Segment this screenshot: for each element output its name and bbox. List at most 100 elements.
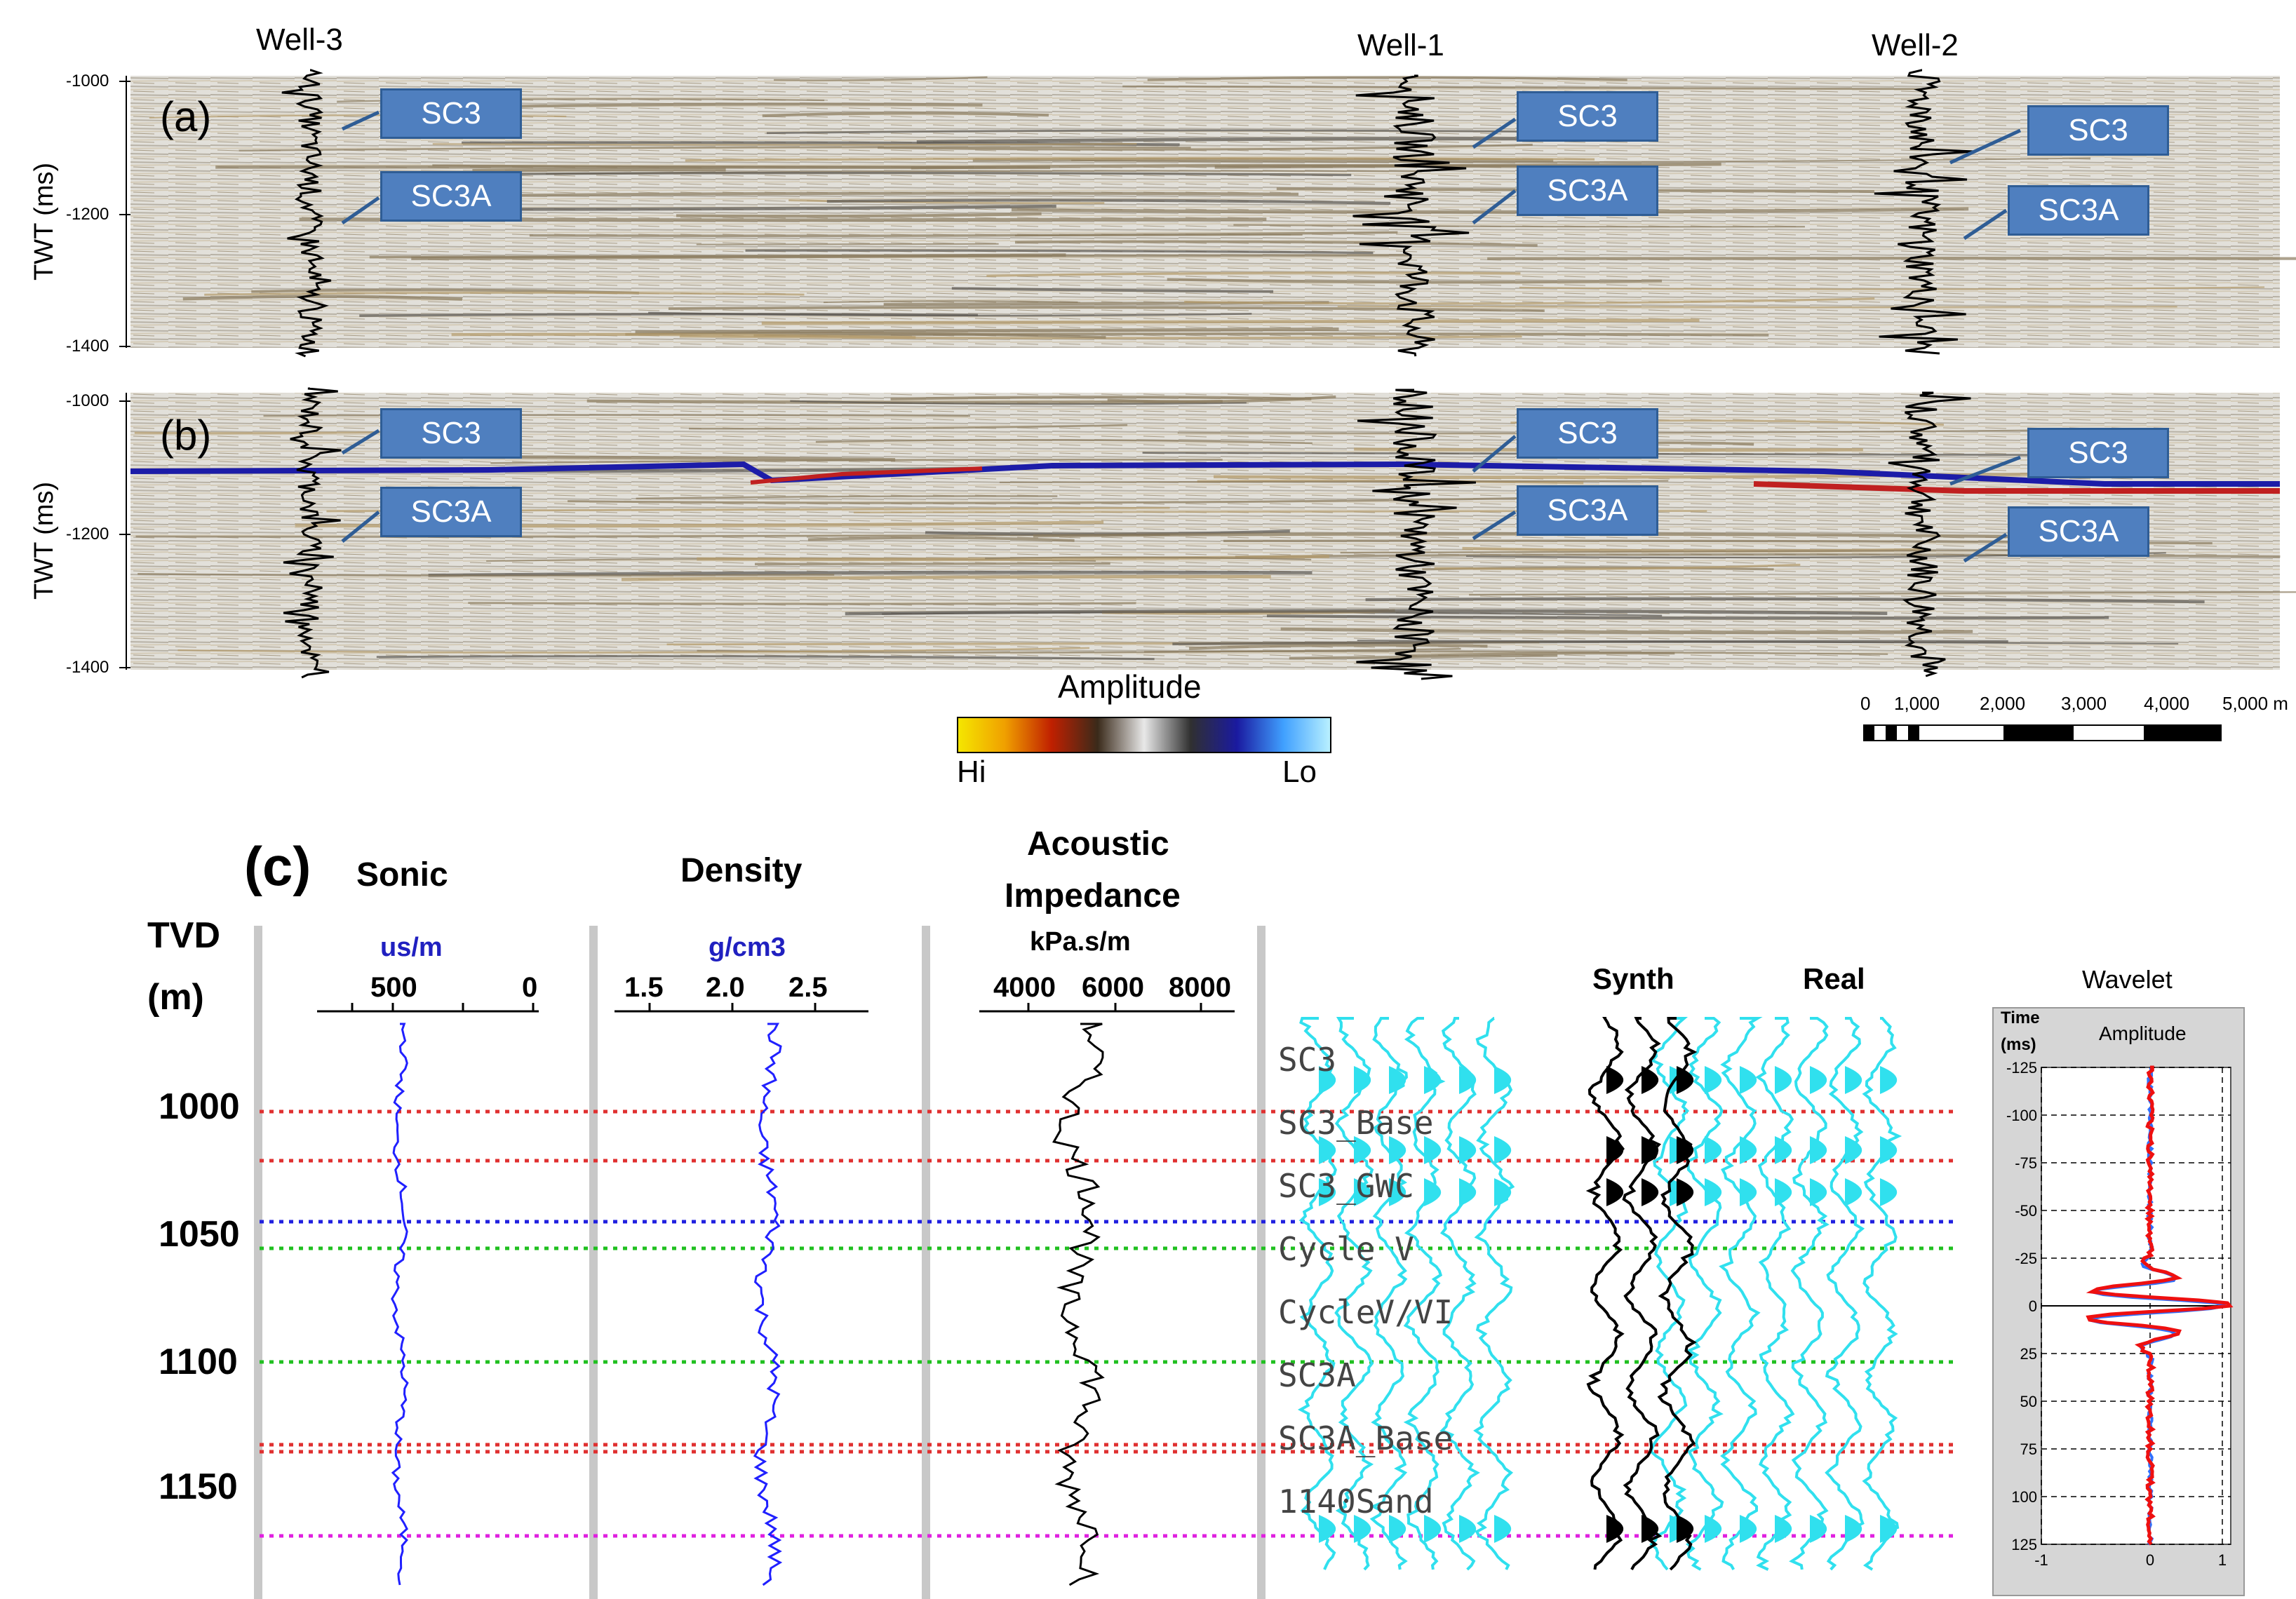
trace-fill <box>1845 1066 1862 1094</box>
callout-sc3: SC3 <box>380 88 522 139</box>
trace-fill <box>1319 1178 1336 1206</box>
seismic-reflector <box>1434 563 1801 570</box>
colorbar <box>957 717 1331 753</box>
callout-sc3a: SC3A <box>2008 185 2149 236</box>
seismic-reflector <box>1289 654 1558 660</box>
sonic-scale: 500 <box>370 972 417 1003</box>
colorbar-lo-label: Lo <box>1282 755 1317 789</box>
seismic-trace <box>1649 1017 1690 1571</box>
trace-fill <box>1705 1515 1722 1543</box>
trace-fill <box>1494 1515 1512 1543</box>
seismic-reflector <box>745 249 1374 255</box>
trace-fill <box>1775 1178 1792 1206</box>
wavelet-amp-tick: -1 <box>2034 1551 2048 1569</box>
seismic-reflector <box>985 556 1312 561</box>
seismic-reflector <box>182 295 463 301</box>
scalebar-tick: 2,000 <box>1980 693 2026 714</box>
seismic-reflector <box>1280 627 1973 634</box>
trace-fill <box>1606 1136 1624 1164</box>
seismic-reflector <box>761 318 1700 325</box>
trace-fill <box>1424 1136 1442 1164</box>
well-log-curve <box>283 387 342 679</box>
trace-fill <box>1677 1136 1694 1164</box>
sonic-unit: us/m <box>380 933 443 962</box>
tvd-tick: 1050 <box>159 1214 240 1255</box>
seismic-reflector <box>472 204 1056 211</box>
horizon-label: SC3_GWC <box>1278 1167 1414 1205</box>
density-scale: 2.5 <box>788 972 828 1003</box>
seismic-trace <box>1585 1017 1625 1570</box>
trace-fill <box>1705 1178 1722 1206</box>
seismic-reflector <box>774 76 988 81</box>
trace-fill <box>1677 1515 1694 1543</box>
seismic-trace <box>1719 1017 1763 1570</box>
wavelet-time-unit: (ms) <box>2001 1035 2036 1054</box>
seismic-reflector <box>762 112 1049 118</box>
seismic-trace <box>1439 1017 1480 1571</box>
seismic-reflector <box>890 396 1312 400</box>
seismic-reflector <box>689 424 1128 430</box>
seismic-reflector <box>676 212 1042 218</box>
tvd-unit: (m) <box>147 977 204 1018</box>
well-log-curve <box>1888 391 1971 677</box>
wavelet-amp-tick: 0 <box>2146 1551 2154 1569</box>
trace-fill <box>1705 1066 1722 1094</box>
trace-fill <box>1459 1515 1477 1543</box>
horizon-label: SC3A <box>1278 1356 1356 1394</box>
seismic-reflector <box>1487 257 2296 260</box>
wavelet-title: Wavelet <box>2082 965 2173 994</box>
trace-fill <box>1319 1515 1336 1543</box>
wavelet-amp-tick: 1 <box>2218 1551 2227 1569</box>
tvd-tick: 1100 <box>159 1342 238 1382</box>
seismic-reflector <box>451 332 916 339</box>
impedance-unit: kPa.s/m <box>1030 927 1131 957</box>
well-log-curve <box>1356 389 1476 680</box>
seismic-reflector <box>754 562 1110 566</box>
seismic-reflector <box>1469 591 2296 596</box>
seismic-reflector <box>1337 305 2177 309</box>
trace-fill <box>1775 1066 1792 1094</box>
trace-fill <box>1424 1178 1442 1206</box>
trace-fill <box>1642 1136 1659 1164</box>
trace-fill <box>1389 1136 1407 1164</box>
wavelet-time-tick: 50 <box>2020 1393 2037 1410</box>
trace-fill <box>1677 1178 1694 1206</box>
impedance-scale: 8000 <box>1169 972 1231 1003</box>
wavelet-time-tick: 75 <box>2020 1441 2037 1458</box>
density-title: Density <box>680 852 803 889</box>
seismic-reflector <box>911 163 1599 170</box>
seismic-trace <box>1369 1017 1408 1570</box>
trace-fill <box>1389 1066 1407 1094</box>
panel-c-letter: (c) <box>244 835 311 897</box>
trace-fill <box>1389 1515 1407 1543</box>
scalebar <box>1863 724 2222 741</box>
wavelet-time-tick: -100 <box>2006 1107 2037 1124</box>
impedance-scale: 6000 <box>1082 972 1144 1003</box>
seismic-reflector <box>359 313 979 317</box>
seismic-trace <box>1789 1017 1830 1570</box>
trace-fill <box>1642 1178 1659 1206</box>
seismic-reflector <box>177 647 1090 654</box>
trace-fill <box>1459 1178 1477 1206</box>
log-curve <box>753 1023 783 1586</box>
wavelet-plot: -125 -100 -75 -50 -25 0 25 50 75 100 125-1 0 1 <box>2006 1060 2234 1569</box>
trace-fill <box>1880 1136 1898 1164</box>
seismic-reflector <box>815 439 1313 445</box>
seismic-trace <box>1685 1017 1724 1571</box>
panel-a-ytick: -1000 <box>66 72 109 90</box>
seismic-reflector <box>845 609 1888 616</box>
well-2-label: Well-2 <box>1872 28 1959 62</box>
seismic-reflector <box>1233 224 1805 228</box>
trace-fill <box>1810 1178 1827 1206</box>
trace-fill <box>1740 1515 1757 1543</box>
trace-fill <box>1775 1515 1792 1543</box>
sc3-horizon-reflector <box>130 461 2280 487</box>
seismic-reflector <box>472 168 726 173</box>
seismic-reflector <box>1147 76 1627 81</box>
trace-fill <box>1319 1066 1336 1094</box>
wavelet-time-tick: 100 <box>2011 1488 2037 1506</box>
tvd-tick: 1150 <box>159 1466 238 1507</box>
panel-b-letter: (b) <box>160 412 212 459</box>
trace-fill <box>1845 1178 1862 1206</box>
